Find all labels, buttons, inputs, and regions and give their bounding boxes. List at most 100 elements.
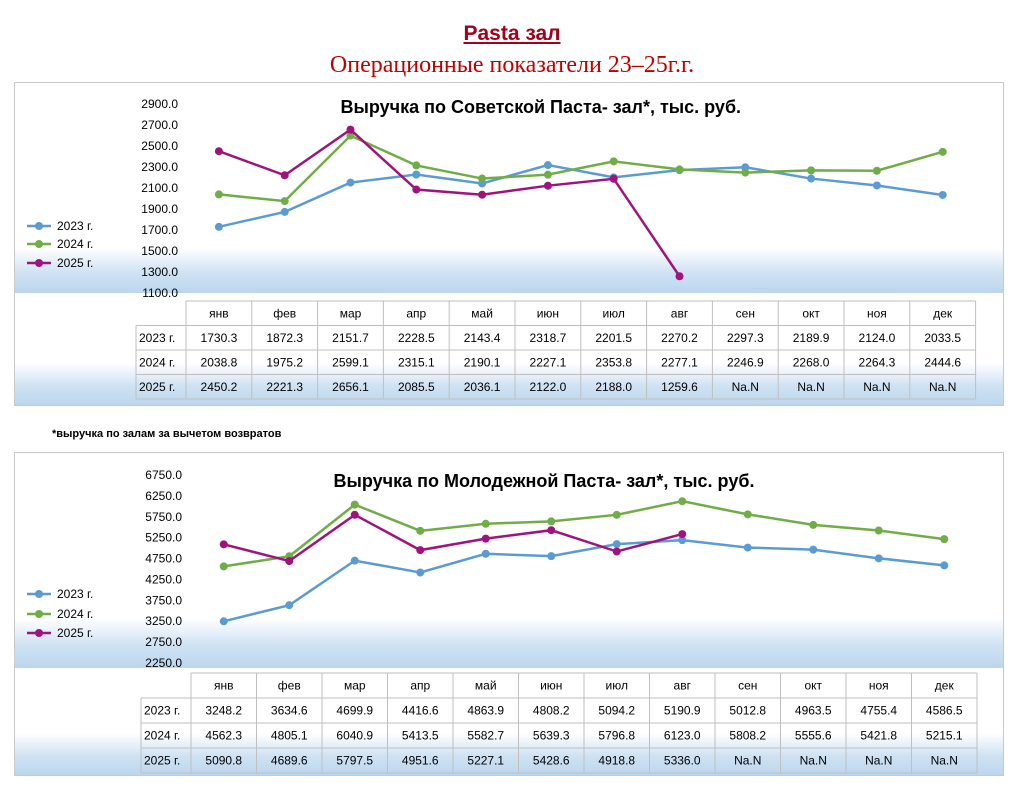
data-label: 5336.0 — [664, 754, 701, 768]
data-point — [543, 170, 552, 179]
chart-molodezhnaya: Выручка по Молодежной Паста- зал*, тыс. … — [14, 452, 1004, 776]
legend-label: 2025 г. — [57, 256, 93, 270]
y-tick-label: 4750.0 — [145, 552, 182, 566]
data-point — [872, 181, 881, 190]
y-tick-label: 2500.0 — [141, 139, 178, 153]
data-point — [350, 510, 359, 519]
data-label: 5555.6 — [795, 729, 832, 743]
data-label: 2656.1 — [332, 380, 369, 394]
legend-marker — [35, 629, 43, 637]
data-label: 2036.1 — [464, 380, 501, 394]
x-tick-label: июл — [606, 679, 628, 693]
legend-label: 2024 г. — [57, 607, 93, 621]
x-tick-label: июн — [540, 679, 562, 693]
data-point — [807, 174, 816, 183]
data-label: 5190.9 — [664, 704, 701, 718]
data-point — [874, 554, 883, 563]
data-label: 2151.7 — [332, 331, 369, 345]
data-label: 4562.3 — [205, 729, 242, 743]
legend-marker — [35, 259, 43, 267]
data-point — [416, 546, 425, 555]
data-label: Na.N — [863, 380, 890, 394]
data-label: 2315.1 — [398, 355, 435, 369]
x-tick-label: апр — [410, 679, 430, 693]
data-label: 2085.5 — [398, 380, 435, 394]
chart-title: Выручка по Молодежной Паста- зал*, тыс. … — [334, 471, 755, 491]
data-label: Na.N — [732, 380, 759, 394]
legend-marker — [35, 240, 43, 248]
x-tick-label: янв — [209, 306, 229, 320]
data-label: 5808.2 — [729, 729, 766, 743]
y-tick-label: 2700.0 — [141, 118, 178, 132]
data-point — [940, 561, 949, 570]
x-tick-label: май — [471, 306, 493, 320]
data-label: 5582.7 — [467, 729, 504, 743]
data-point — [478, 190, 487, 199]
data-point — [543, 181, 552, 190]
data-label: 4951.6 — [402, 754, 439, 768]
x-tick-label: окт — [804, 679, 822, 693]
y-tick-label: 3750.0 — [145, 593, 182, 607]
data-point — [346, 125, 355, 134]
x-tick-label: авг — [674, 679, 692, 693]
data-point — [940, 535, 949, 544]
data-label: 2190.1 — [464, 355, 501, 369]
data-label: 5090.8 — [205, 754, 242, 768]
y-tick-label: 6250.0 — [145, 489, 182, 503]
legend-label: 2025 г. — [57, 626, 93, 640]
data-label: 5012.8 — [729, 704, 766, 718]
legend-label: 2023 г. — [57, 587, 93, 601]
y-tick-label: 6750.0 — [145, 468, 182, 482]
data-point — [285, 557, 294, 566]
data-label: 2201.5 — [595, 331, 632, 345]
data-label: 4805.1 — [271, 729, 308, 743]
data-point — [612, 510, 621, 519]
data-label: 2038.8 — [201, 355, 238, 369]
data-label: 1259.6 — [661, 380, 698, 394]
data-point — [346, 178, 355, 187]
series-line-2025 — [223, 513, 683, 563]
data-label: 2353.8 — [595, 355, 632, 369]
data-point — [412, 185, 421, 194]
data-point — [809, 520, 818, 529]
data-label: 6040.9 — [336, 729, 373, 743]
data-label: 4918.8 — [598, 754, 635, 768]
data-label: 4963.5 — [795, 704, 832, 718]
y-tick-label: 2900.0 — [141, 97, 178, 111]
data-label: 5227.1 — [467, 754, 504, 768]
data-label: 5639.3 — [533, 729, 570, 743]
data-point — [543, 161, 552, 170]
data-point — [416, 526, 425, 535]
y-tick-label: 2300.0 — [141, 160, 178, 174]
y-tick-label: 4250.0 — [145, 572, 182, 586]
legend-marker — [35, 222, 43, 230]
x-tick-label: окт — [802, 306, 820, 320]
data-point — [481, 534, 490, 543]
series-line-2024 — [218, 134, 944, 203]
chart-svg: Выручка по Молодежной Паста- зал*, тыс. … — [27, 468, 978, 774]
table-row-label: 2025 г. — [144, 754, 180, 768]
x-tick-label: авг — [671, 306, 689, 320]
data-point — [547, 517, 556, 526]
data-label: Na.N — [929, 380, 956, 394]
data-label: 5413.5 — [402, 729, 439, 743]
x-tick-label: июн — [537, 306, 559, 320]
data-point — [678, 536, 687, 545]
data-label: 5094.2 — [598, 704, 635, 718]
x-tick-label: апр — [406, 306, 426, 320]
data-point — [609, 174, 618, 183]
data-point — [219, 540, 228, 549]
data-label: 2297.3 — [727, 331, 764, 345]
data-label: 1872.3 — [266, 331, 303, 345]
page-subtitle: Операционные показатели 23–25г.г. — [329, 52, 695, 78]
data-point — [612, 547, 621, 556]
data-point — [547, 552, 556, 561]
page-title: Pasta зал — [463, 22, 561, 45]
data-label: 1975.2 — [266, 355, 303, 369]
x-tick-label: ноя — [869, 679, 889, 693]
y-tick-label: 1900.0 — [141, 202, 178, 216]
data-point — [678, 530, 687, 539]
data-label: 2228.5 — [398, 331, 435, 345]
data-label: 2122.0 — [530, 380, 567, 394]
table-row-label: 2024 г. — [139, 355, 175, 369]
